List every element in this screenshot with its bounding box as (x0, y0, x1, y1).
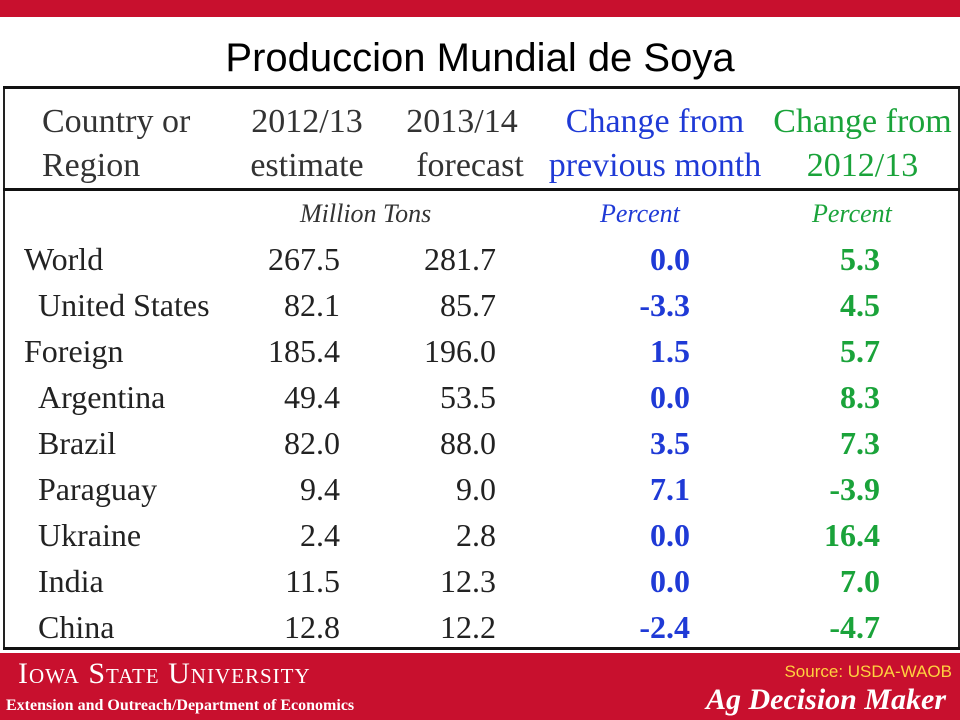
header-country-line1: Country or (42, 103, 191, 140)
row-change-year: 4.5 (840, 287, 880, 323)
table-top-rule (3, 86, 960, 89)
table-row: Argentina 49.4 53.5 0.0 8.3 (0, 374, 960, 420)
row-2013-14: 196.0 (424, 333, 496, 369)
row-name: United States (38, 287, 210, 323)
table-row: Paraguay 9.4 9.0 7.1 -3.9 (0, 466, 960, 512)
row-change-year: 16.4 (824, 517, 880, 553)
row-2013-14: 53.5 (440, 379, 496, 415)
table-row: India 11.5 12.3 0.0 7.0 (0, 558, 960, 604)
header-change-month-line2: previous month (548, 147, 762, 184)
row-2013-14: 85.7 (440, 287, 496, 323)
header-2013-14: 2013/14 forecast (392, 100, 532, 188)
table-row: Brazil 82.0 88.0 3.5 7.3 (0, 420, 960, 466)
row-change-month: 3.5 (650, 425, 690, 461)
header-2012-13: 2012/13 estimate (232, 100, 382, 188)
table-row: Ukraine 2.4 2.8 0.0 16.4 (0, 512, 960, 558)
header-change-year-line2: 2012/13 (806, 147, 919, 184)
units-percent-year: Percent (812, 199, 892, 228)
table-frame (3, 88, 960, 648)
row-change-month: -2.4 (639, 609, 690, 645)
table-row: China 12.8 12.2 -2.4 -4.7 (0, 604, 960, 650)
row-name: Paraguay (38, 471, 158, 507)
row-2012-13: 82.0 (284, 425, 340, 461)
units-percent-month: Percent (600, 199, 680, 228)
row-2012-13: 11.5 (285, 563, 340, 599)
header-year2-line2: forecast (416, 147, 524, 184)
row-2012-13: 9.4 (300, 471, 340, 507)
row-change-year: 7.3 (840, 425, 880, 461)
brand-wordmark: Ag Decision Maker (706, 683, 946, 716)
footer-bar (0, 653, 960, 720)
header-year2-line1: 2013/14 (406, 103, 518, 140)
row-change-year: -3.9 (829, 471, 880, 507)
row-name: Foreign (24, 333, 124, 369)
row-change-year: 8.3 (840, 379, 880, 415)
row-name: Brazil (38, 425, 117, 461)
row-2013-14: 281.7 (424, 241, 496, 277)
department-label: Extension and Outreach/Department of Eco… (6, 697, 355, 714)
row-change-month: -3.3 (639, 287, 690, 323)
row-change-month: 0.0 (650, 241, 690, 277)
slide-title: Produccion Mundial de Soya (225, 36, 735, 80)
row-change-month: 0.0 (650, 563, 690, 599)
header-change-month: Change from previous month (540, 100, 770, 188)
table-row: World 267.5 281.7 0.0 5.3 (0, 236, 960, 282)
header-change-month-line1: Change from (565, 103, 745, 140)
row-2012-13: 82.1 (284, 287, 340, 323)
row-change-month: 1.5 (650, 333, 690, 369)
row-name: China (38, 609, 115, 645)
row-2013-14: 12.3 (440, 563, 496, 599)
header-change-year-line1: Change from (773, 103, 952, 140)
header-country: Country or Region (18, 100, 232, 188)
row-name: World (24, 241, 104, 277)
row-2012-13: 2.4 (300, 517, 340, 553)
table-row: Foreign 185.4 196.0 1.5 5.7 (0, 328, 960, 374)
row-2012-13: 267.5 (268, 241, 340, 277)
university-wordmark: Iowa State University (18, 657, 311, 690)
table-row: United States 82.1 85.7 -3.3 4.5 (0, 282, 960, 328)
row-change-year: 5.7 (840, 333, 880, 369)
row-2012-13: 185.4 (268, 333, 340, 369)
row-name: Argentina (38, 379, 166, 415)
row-2012-13: 49.4 (284, 379, 340, 415)
row-change-month: 0.0 (650, 517, 690, 553)
table-bottom-rule (3, 647, 960, 650)
row-change-year: -4.7 (829, 609, 880, 645)
table-body: World 267.5 281.7 0.0 5.3 United States … (0, 236, 960, 650)
row-change-month: 7.1 (650, 471, 690, 507)
header-year1-line2: estimate (250, 147, 364, 184)
row-2012-13: 12.8 (284, 609, 340, 645)
header-change-year: Change from 2012/13 (770, 100, 955, 188)
top-accent-bar (0, 0, 960, 17)
header-year1-line1: 2012/13 (251, 103, 363, 140)
row-2013-14: 88.0 (440, 425, 496, 461)
header-country-line2: Region (42, 147, 141, 184)
row-2013-14: 12.2 (440, 609, 496, 645)
row-change-year: 7.0 (840, 563, 880, 599)
table-header-rule (3, 188, 960, 191)
source-note: Source: USDA-WAOB (784, 662, 952, 681)
row-2013-14: 2.8 (456, 517, 496, 553)
units-million-tons: Million Tons (300, 199, 432, 228)
row-change-month: 0.0 (650, 379, 690, 415)
row-change-year: 5.3 (840, 241, 880, 277)
row-name: India (38, 563, 104, 599)
row-name: Ukraine (38, 517, 142, 553)
row-2013-14: 9.0 (456, 471, 496, 507)
